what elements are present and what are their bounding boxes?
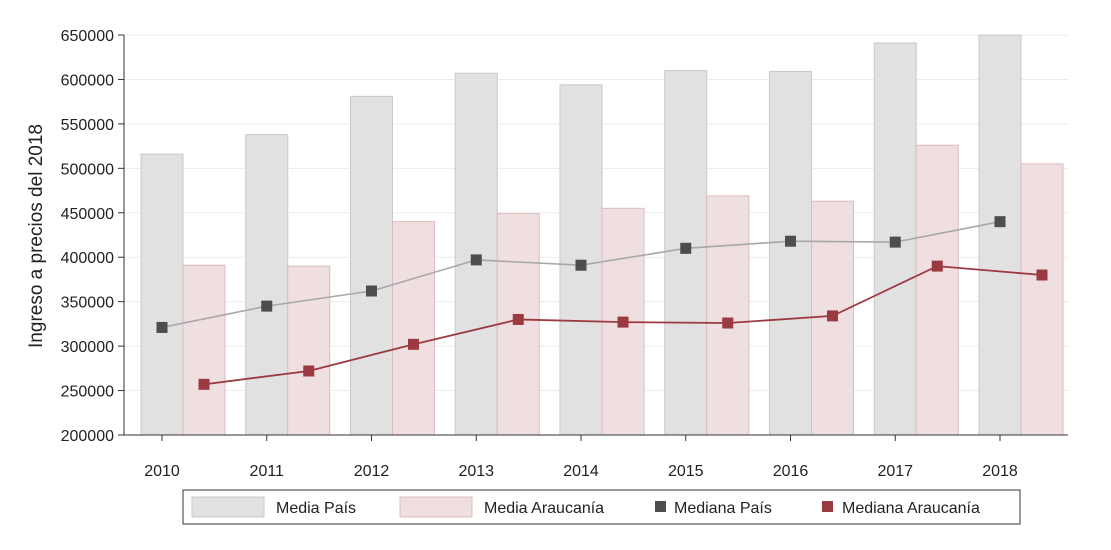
- legend: Media País Media Araucanía Mediana País Med…: [182, 489, 1021, 525]
- point-mediana-país-2012: [366, 285, 377, 297]
- x-tick-label: 2014: [563, 463, 599, 480]
- point-mediana-país-2016: [785, 235, 796, 247]
- y-tick-label: 250000: [61, 384, 114, 401]
- point-mediana-país-2018: [994, 216, 1006, 228]
- series-lines: [156, 216, 1048, 390]
- x-tick-label: 2017: [877, 463, 913, 480]
- legend-box: [182, 489, 1021, 525]
- x-tick-label: 2016: [773, 463, 809, 480]
- legend-swatch-media-araucanía: [399, 496, 473, 518]
- legend-swatch-media-país: [191, 496, 265, 518]
- x-tick-label: 2010: [144, 463, 180, 480]
- y-axis-title: Ingreso a precios del 2018: [26, 124, 47, 348]
- bar-media-país-2013: [454, 72, 498, 436]
- y-tick-label: 500000: [61, 161, 114, 178]
- axes: 200000 250000 300000 350000 400000 450000 5000…: [61, 28, 1068, 480]
- bar-media-araucanía-2011: [287, 265, 331, 436]
- y-tick-label: 600000: [61, 72, 114, 89]
- y-tick-label: 400000: [61, 250, 114, 267]
- legend-label-media-araucanía: Media Araucanía: [484, 500, 604, 517]
- point-mediana-país-2014: [575, 259, 587, 271]
- bar-media-país-2010: [140, 153, 184, 436]
- legend-label-media-país: Media País: [276, 500, 356, 517]
- x-tick-label: 2011: [250, 463, 285, 480]
- y-tick-label: 200000: [61, 428, 114, 445]
- bar-media-país-2016: [769, 70, 812, 436]
- bar-media-araucanía-2012: [392, 221, 435, 436]
- point-mediana-araucanía-2011: [303, 365, 315, 377]
- point-mediana-araucanía-2014: [617, 316, 629, 328]
- y-tick-label: 450000: [61, 206, 114, 223]
- point-mediana-país-2017: [889, 236, 901, 248]
- point-mediana-araucanía-2018: [1036, 269, 1048, 281]
- point-mediana-araucanía-2012: [408, 338, 419, 350]
- bar-media-país-2011: [245, 134, 289, 436]
- x-tick-label: 2015: [668, 463, 704, 480]
- y-tick-label: 550000: [61, 117, 114, 134]
- legend-marker-mediana-araucanía: [822, 501, 833, 512]
- bar-media-araucanía-2017: [915, 144, 959, 436]
- x-tick-label: 2012: [354, 463, 390, 480]
- bar-media-país-2018: [978, 34, 1022, 436]
- y-tick-label: 350000: [61, 295, 114, 312]
- legend-label-mediana-araucanía: Mediana Araucanía: [842, 500, 980, 517]
- bar-media-país-2012: [350, 95, 393, 436]
- bar-media-araucanía-2015: [706, 195, 750, 436]
- point-mediana-araucanía-2010: [198, 378, 210, 390]
- point-mediana-país-2010: [156, 321, 168, 333]
- bar-media-araucanía-2010: [182, 264, 226, 436]
- point-mediana-araucanía-2017: [931, 260, 943, 272]
- point-mediana-araucanía-2015: [722, 317, 734, 329]
- point-mediana-araucanía-2013: [512, 313, 524, 325]
- y-tick-label: 650000: [61, 28, 114, 45]
- point-mediana-país-2011: [261, 300, 273, 312]
- point-mediana-país-2013: [470, 254, 482, 266]
- legend-marker-mediana-país: [655, 501, 666, 512]
- bar-media-araucanía-2018: [1020, 163, 1064, 436]
- bars: [140, 34, 1064, 436]
- point-mediana-país-2015: [680, 242, 692, 254]
- point-mediana-araucanía-2016: [827, 310, 838, 322]
- y-tick-label: 300000: [61, 339, 114, 356]
- x-tick-label: 2013: [458, 463, 494, 480]
- legend-label-mediana-país: Mediana País: [674, 500, 772, 517]
- x-tick-label: 2018: [982, 463, 1018, 480]
